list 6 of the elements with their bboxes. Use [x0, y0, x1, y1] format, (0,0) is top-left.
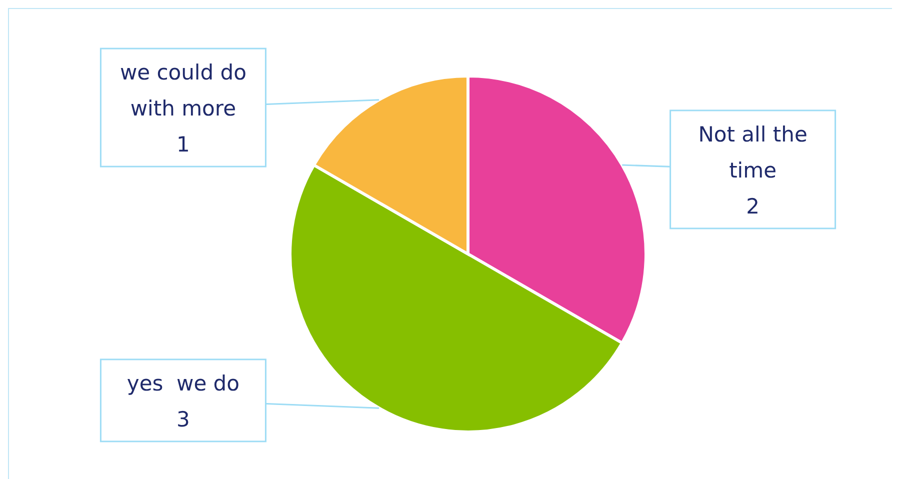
data-label: 1	[176, 132, 190, 157]
data-label: 3	[176, 407, 190, 432]
slice-label: Not all the time	[698, 122, 808, 182]
data-label: 2	[746, 194, 760, 218]
slice-label: we could do with more	[120, 60, 246, 121]
slice-label: yes we do	[126, 371, 240, 396]
